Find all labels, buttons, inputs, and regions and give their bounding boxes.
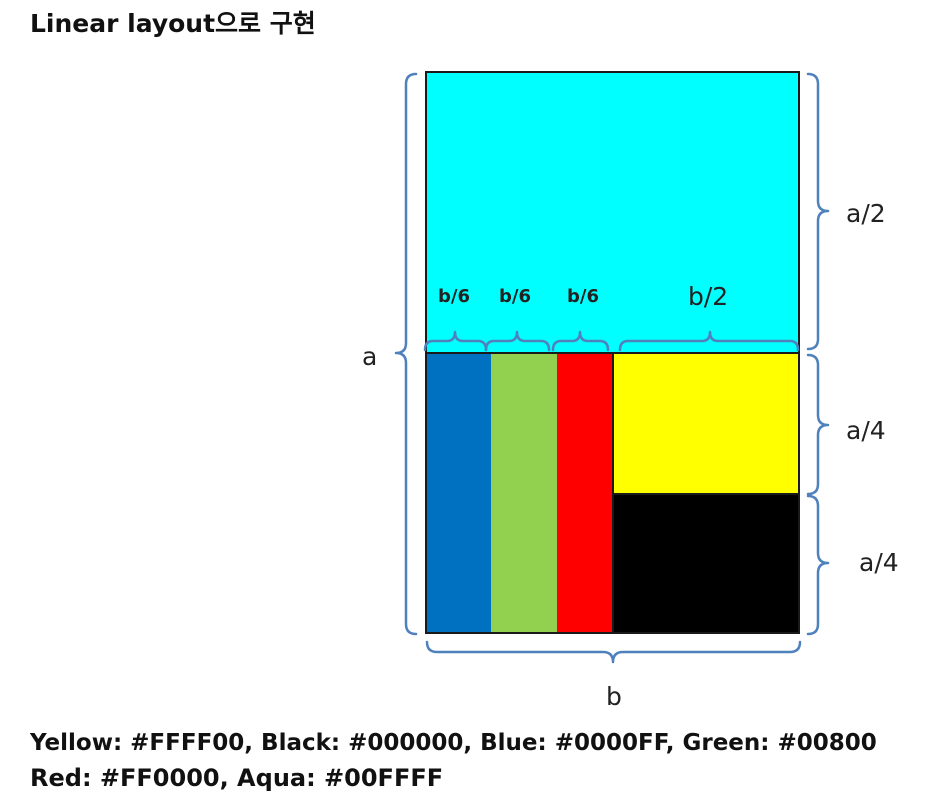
black-block bbox=[613, 494, 800, 634]
label-quarter-lower: a/4 bbox=[859, 548, 899, 577]
brace-bottom-b bbox=[425, 640, 802, 664]
brace-half-width bbox=[618, 330, 800, 352]
brace-right-quarter-upper bbox=[806, 353, 830, 496]
brace-left-a bbox=[394, 72, 418, 636]
blue-block bbox=[425, 353, 491, 634]
red-block bbox=[557, 353, 613, 634]
color-legend-line-2: Red: #FF0000, Aqua: #00FFFF bbox=[30, 764, 444, 792]
yellow-block bbox=[613, 353, 800, 494]
label-sixth-1: b/6 bbox=[438, 286, 470, 307]
label-b: b bbox=[606, 682, 622, 711]
label-sixth-2: b/6 bbox=[499, 286, 531, 307]
slide-title: Linear layout으로 구현 bbox=[30, 9, 316, 38]
divider-horizontal-right bbox=[613, 493, 800, 495]
label-quarter-upper: a/4 bbox=[846, 416, 886, 445]
label-a: a bbox=[362, 342, 378, 371]
green-block bbox=[491, 353, 557, 634]
brace-right-quarter-lower bbox=[806, 494, 830, 636]
label-top-half: a/2 bbox=[846, 199, 886, 228]
brace-sixth-1 bbox=[423, 330, 488, 352]
label-half-width: b/2 bbox=[688, 282, 729, 311]
label-sixth-3: b/6 bbox=[567, 286, 599, 307]
brace-right-top-half bbox=[806, 72, 830, 351]
brace-sixth-2 bbox=[484, 330, 551, 352]
color-legend-line-1: Yellow: #FFFF00, Black: #000000, Blue: #… bbox=[30, 730, 877, 756]
aqua-block bbox=[425, 71, 800, 353]
brace-sixth-3 bbox=[551, 330, 610, 352]
